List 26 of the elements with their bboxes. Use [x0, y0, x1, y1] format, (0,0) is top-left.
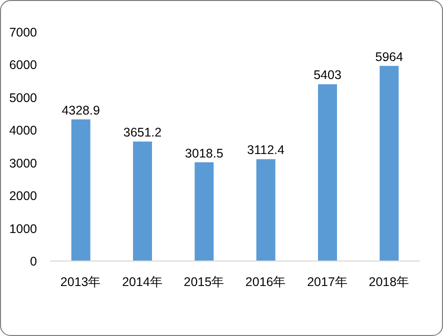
- x-tick-label: 2013年: [60, 275, 102, 289]
- bar: [133, 142, 152, 261]
- data-label: 3651.2: [123, 126, 162, 140]
- x-tick-label: 2014年: [122, 275, 163, 289]
- y-tick-label: 0: [30, 254, 38, 268]
- data-label: 4328.9: [62, 103, 100, 118]
- x-tick-label: 2015年: [184, 275, 225, 289]
- data-label: 5964: [375, 50, 404, 64]
- y-tick-label: 2000: [9, 189, 38, 204]
- y-tick-label: 4000: [9, 124, 38, 138]
- bar: [318, 84, 337, 261]
- x-tick-label: 2017年: [307, 275, 348, 289]
- y-tick-label: 6000: [9, 58, 38, 72]
- data-label: 3018.5: [185, 146, 224, 160]
- bar: [380, 66, 399, 261]
- bar: [71, 119, 90, 261]
- data-label: 5403: [314, 68, 342, 82]
- y-tick-label: 7000: [9, 26, 38, 40]
- bar: [194, 162, 214, 261]
- x-tick-label: 2016年: [245, 275, 286, 289]
- data-label: 3112.4: [247, 143, 285, 158]
- bar: [256, 159, 276, 261]
- y-tick-label: 3000: [9, 156, 38, 170]
- x-tick-label: 2018年: [368, 275, 410, 289]
- y-tick-label: 1000: [9, 222, 38, 236]
- y-tick-label: 5000: [9, 90, 38, 105]
